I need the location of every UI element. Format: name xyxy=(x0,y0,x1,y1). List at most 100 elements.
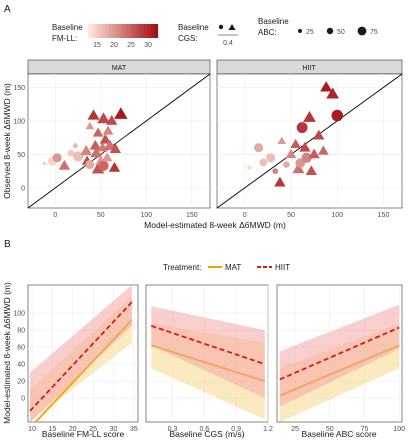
scatter-point-triangle xyxy=(102,125,114,135)
y-tick-label: 0 xyxy=(21,396,25,403)
panel-a-axes: 0 50 100 150 0 50 100 150 0 50 100 150 xyxy=(13,85,389,219)
panel-b-letter: B xyxy=(4,239,11,250)
x-tick-label: 50 xyxy=(97,212,105,219)
y-tick-label: 150 xyxy=(13,85,25,92)
fill-legend-swatch xyxy=(126,24,131,38)
scatter-point-triangle xyxy=(308,148,320,159)
scatter-point-triangle xyxy=(41,160,47,165)
scatter-point-triangle xyxy=(320,81,333,92)
scatter-point-triangle xyxy=(305,165,318,176)
x-tick-label: 0.6 xyxy=(199,426,209,433)
effect-xticks: 0.3 0.6 0.9 1.2 xyxy=(168,426,273,433)
shape-legend-tick: 0.4 xyxy=(223,40,233,47)
scatter-point-circle xyxy=(259,158,268,167)
scatter-point-triangle xyxy=(299,141,311,152)
x-tick-label: 20 xyxy=(69,426,77,433)
panel-b-y-axis: 0 20 40 60 80 100 xyxy=(13,311,25,403)
size-legend-tick: 75 xyxy=(370,29,378,36)
panel-a-x-title: Model-estimated 8-week Δ6MWD (m) xyxy=(144,220,286,230)
effect-xticks: 10 15 20 25 30 35 xyxy=(28,426,138,433)
scatter-point-circle xyxy=(98,160,109,171)
shape-legend-title-line2: CGS: xyxy=(178,34,198,43)
scatter-point-triangle xyxy=(99,133,112,144)
shape-legend-circle xyxy=(218,24,224,30)
x-tick-label: 30 xyxy=(110,426,118,433)
scatter-point-circle xyxy=(247,165,252,171)
x-tick-label: 15 xyxy=(49,426,57,433)
fill-legend-swatch xyxy=(119,24,124,38)
treatment-legend: Treatment: MAT HIIT xyxy=(163,263,290,272)
effect-panel-abc: 25 50 75 100 Baseline ABC score xyxy=(276,284,405,439)
x-tick-label: 0.3 xyxy=(168,426,178,433)
fill-legend-swatch xyxy=(147,24,152,38)
panel-a-y-title: Observed 8-week Δ6MWD (m) xyxy=(2,83,12,199)
scatter-point-circle xyxy=(85,159,95,169)
fill-legend-swatch xyxy=(112,24,117,38)
facet-grid xyxy=(216,73,403,209)
scatter-point-triangle xyxy=(91,162,105,174)
fill-legend-tick: 25 xyxy=(127,42,135,49)
scatter-point-triangle xyxy=(108,161,121,172)
scatter-point-triangle xyxy=(85,121,95,130)
size-legend-dot-large xyxy=(357,26,367,36)
x-tick-label: 0 xyxy=(53,212,57,219)
scatter-point-circle xyxy=(301,152,312,163)
scatter-point-triangle xyxy=(114,107,128,119)
y-tick-label: 60 xyxy=(17,345,25,352)
fill-legend-swatch xyxy=(88,24,92,38)
scatter-point-circle xyxy=(72,151,84,162)
scatter-point-triangle xyxy=(101,152,113,162)
effect-x-title: Baseline ABC score xyxy=(301,429,376,439)
scatter-point-triangle xyxy=(303,110,316,122)
x-tick-label: 100 xyxy=(393,426,405,433)
facet-strip-label: HIIT xyxy=(302,65,316,72)
scatter-point-triangle xyxy=(290,138,301,149)
fill-legend-swatch xyxy=(105,24,110,38)
scatter-point-circle xyxy=(72,143,78,149)
fill-legend-swatch xyxy=(140,24,145,38)
size-legend-title-line2: ABC: xyxy=(258,28,277,37)
scatter-point-circle xyxy=(331,109,344,122)
size-legend-title-line1: Baseline xyxy=(258,17,289,26)
y-tick-label: 50 xyxy=(17,152,25,159)
fill-legend: Baseline FM-LL: 15 20 25 30 xyxy=(52,23,159,49)
confidence-band-hiit xyxy=(151,306,265,399)
scatter-point-triangle xyxy=(313,129,325,140)
scatter-point-triangle xyxy=(274,176,286,187)
y-tick-label: 0 xyxy=(21,185,25,192)
x-tick-label: 50 xyxy=(287,212,295,219)
scatter-point-circle xyxy=(254,143,264,153)
series-line-hiit xyxy=(151,324,266,365)
effect-panel-fmll: 10 15 20 25 30 35 Baseline FM-LL score xyxy=(27,284,139,439)
scatter-point-circle xyxy=(266,153,276,163)
scatter-point-triangle xyxy=(92,127,104,137)
fill-legend-swatch xyxy=(151,24,155,38)
scatter-point-triangle xyxy=(103,139,116,150)
scatter-point-triangle xyxy=(87,109,100,120)
fill-legend-swatch xyxy=(123,24,127,38)
facet-grid xyxy=(27,73,211,209)
y-tick-label: 40 xyxy=(17,362,25,369)
scatter-point-triangle xyxy=(89,139,102,150)
x-tick-label: 0.9 xyxy=(231,426,241,433)
effect-xticks: 25 50 75 100 xyxy=(291,426,405,433)
x-tick-label: 100 xyxy=(140,212,152,219)
scatter-point-triangle xyxy=(277,136,287,144)
fill-legend-tick: 20 xyxy=(110,42,118,49)
fill-legend-swatch xyxy=(109,24,113,38)
size-legend-tick: 25 xyxy=(306,29,314,36)
panel-a-letter: A xyxy=(4,4,11,15)
facet-points xyxy=(41,107,128,174)
fill-legend-swatch xyxy=(91,24,96,38)
y-tick-label: 20 xyxy=(17,379,25,386)
x-tick-label: 75 xyxy=(361,426,369,433)
x-tick-label: 1.2 xyxy=(263,426,273,433)
scatter-point-circle xyxy=(272,168,279,175)
confidence-band-hiit xyxy=(30,285,132,422)
fill-legend-tick: 15 xyxy=(93,42,101,49)
facet-points xyxy=(247,81,344,187)
x-tick-label: 25 xyxy=(291,426,299,433)
fill-legend-swatch xyxy=(144,24,148,38)
scatter-point-triangle xyxy=(285,148,297,159)
panel-b-y-title: Model-estimated 8-week Δ6MWD (m) xyxy=(2,282,12,424)
